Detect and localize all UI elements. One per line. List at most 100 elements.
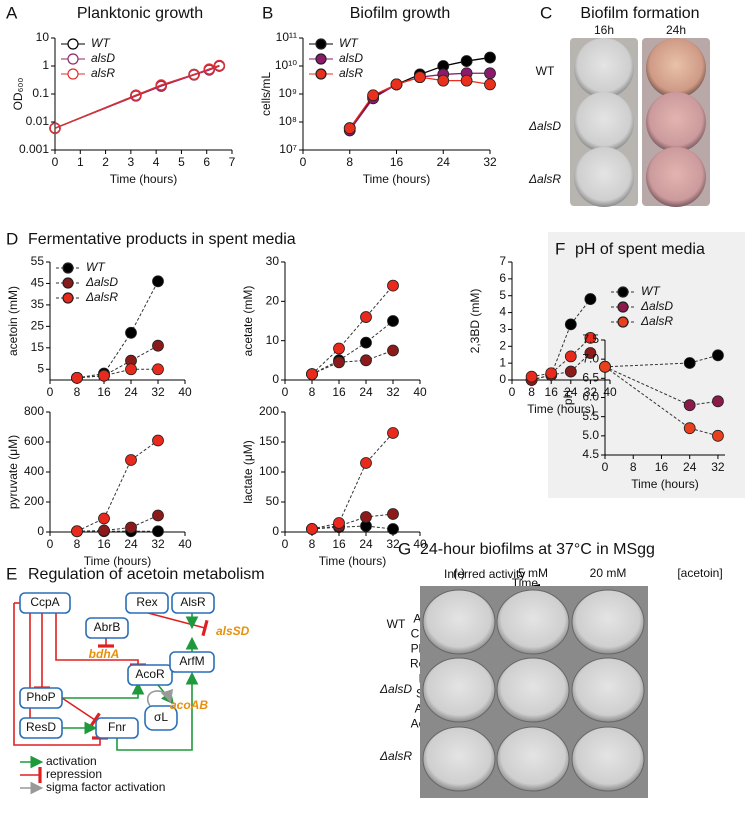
y-tick-label: 100 — [259, 464, 279, 478]
legend-marker — [68, 39, 78, 49]
data-point — [388, 345, 399, 356]
y-axis-label: 2,3BD (mM) — [468, 289, 482, 354]
photo — [570, 38, 710, 207]
data-point — [388, 280, 399, 291]
x-axis-label: Time (hours) — [363, 172, 431, 186]
y-tick-label: 35 — [31, 297, 45, 311]
y-tick-label: 0.001 — [19, 142, 49, 156]
y-tick-label: 55 — [31, 254, 45, 268]
column-label: 5 mM — [518, 566, 548, 580]
data-point — [72, 526, 83, 537]
legend-marker — [63, 263, 73, 273]
x-tick-label: 24 — [124, 537, 138, 551]
y-axis-label: OD₆₀₀ — [11, 78, 25, 111]
data-point — [600, 361, 611, 372]
node: AlsR — [172, 593, 214, 613]
y-tick-label: 7 — [499, 254, 506, 268]
x-tick-label: 0 — [47, 385, 54, 399]
x-tick-label: 8 — [74, 385, 81, 399]
node: PhoP — [20, 688, 62, 708]
data-point — [361, 355, 372, 366]
y-tick-label: 4.5 — [582, 447, 599, 461]
x-axis-label: Time (hours) — [110, 172, 178, 186]
gene-label: alsSD — [216, 624, 250, 638]
x-axis-label: Time (hours) — [84, 554, 152, 568]
data-point — [99, 370, 110, 381]
x-tick-label: 5 — [178, 155, 185, 169]
panel-title: Regulation of acetoin metabolism — [28, 566, 265, 583]
x-tick-label: 24 — [359, 537, 373, 551]
data-point — [485, 79, 496, 90]
data-point — [361, 337, 372, 348]
row-label: WT — [536, 64, 555, 78]
series-line — [312, 286, 393, 375]
data-point — [334, 357, 345, 368]
legend-label: alsR — [339, 66, 363, 80]
node-label: AcoR — [135, 667, 165, 681]
y-tick-label: 150 — [259, 434, 279, 448]
panel-title: 24-hour biofilms at 37°C in MSgg — [420, 541, 655, 558]
x-tick-label: 0 — [47, 537, 54, 551]
x-tick-label: 8 — [309, 385, 316, 399]
x-tick-label: 32 — [483, 155, 497, 169]
data-point — [684, 423, 695, 434]
data-point — [153, 510, 164, 521]
data-point — [126, 455, 137, 466]
x-tick-label: 40 — [413, 537, 427, 551]
data-point — [307, 369, 318, 380]
y-tick-label: 45 — [31, 276, 45, 290]
x-tick-label: 16 — [97, 537, 111, 551]
x-tick-label: 40 — [178, 385, 192, 399]
x-tick-label: 0 — [282, 385, 289, 399]
panel-label: B — [262, 3, 273, 22]
y-axis-label: cells/mL — [259, 72, 273, 116]
x-tick-label: 0 — [52, 155, 59, 169]
legend-marker — [618, 287, 628, 297]
data-point — [126, 327, 137, 338]
legend-label: WT — [641, 284, 661, 298]
key-label: sigma factor activation — [46, 780, 165, 794]
y-tick-label: 5 — [499, 288, 506, 302]
data-point — [565, 366, 576, 377]
x-tick-label: 40 — [413, 385, 427, 399]
data-point — [361, 512, 372, 523]
data-point — [712, 396, 723, 407]
panel-label: G — [398, 539, 411, 558]
y-tick-label: 10⁸ — [279, 114, 297, 128]
x-axis-label: Time (hours) — [631, 477, 699, 491]
data-point — [307, 524, 318, 535]
data-point — [153, 276, 164, 287]
data-point — [153, 526, 164, 537]
y-tick-label: 200 — [259, 404, 279, 418]
data-point — [684, 400, 695, 411]
x-tick-label: 0 — [602, 460, 609, 474]
series-line — [77, 516, 158, 532]
column-label: 20 mM — [590, 566, 627, 580]
legend-label: alsD — [339, 51, 363, 65]
y-tick-label: 6 — [499, 271, 506, 285]
column-label: (-) — [453, 566, 465, 580]
series-line — [77, 441, 158, 532]
y-axis-label: lactate (μM) — [241, 440, 255, 504]
y-tick-label: 5.5 — [582, 409, 599, 423]
x-tick-label: 8 — [309, 537, 316, 551]
node: Fnr — [96, 718, 138, 738]
x-tick-label: 16 — [332, 385, 346, 399]
data-point — [565, 351, 576, 362]
data-point — [438, 75, 449, 86]
unit-label: [acetoin] — [677, 566, 722, 580]
chart-title: Planktonic growth — [77, 5, 203, 22]
x-tick-label: 16 — [655, 460, 669, 474]
x-tick-label: 24 — [683, 460, 697, 474]
y-tick-label: 800 — [24, 404, 44, 418]
node: AbrB — [86, 618, 128, 638]
x-tick-label: 0 — [509, 385, 516, 399]
x-tick-label: 32 — [151, 537, 165, 551]
data-point — [485, 52, 496, 63]
panel-title: Biofilm formation — [580, 5, 699, 22]
panel-label: C — [540, 3, 552, 22]
legend-marker — [618, 317, 628, 327]
y-axis-label: pyruvate (μM) — [6, 435, 20, 509]
row-label: WT — [387, 617, 406, 631]
